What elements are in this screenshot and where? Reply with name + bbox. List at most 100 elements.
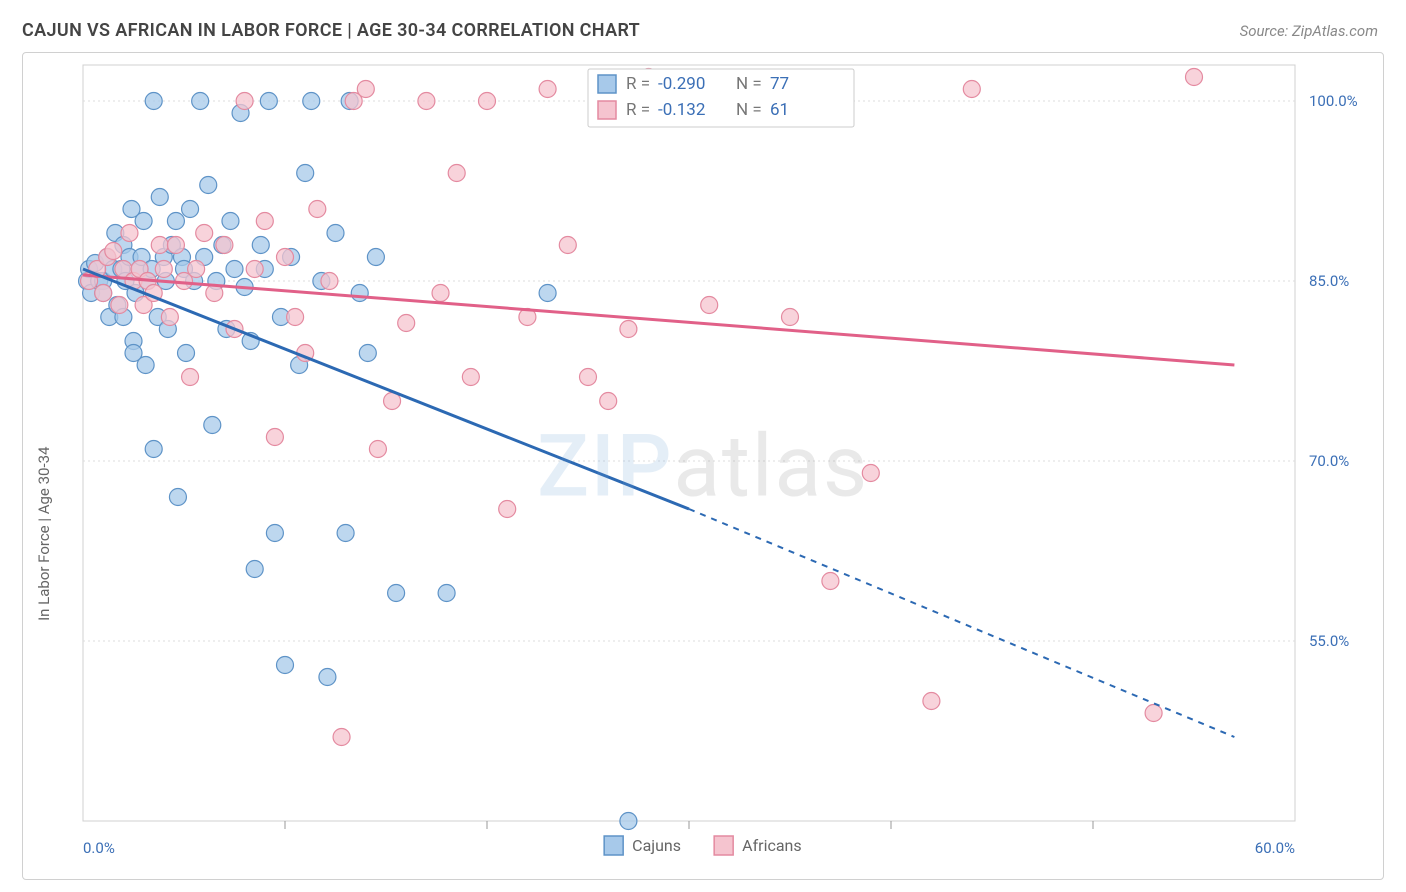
point-africans — [287, 309, 304, 326]
point-cajuns — [137, 357, 154, 374]
y-axis-label: 70.0% — [1309, 452, 1349, 470]
point-africans — [559, 237, 576, 254]
point-cajuns — [260, 93, 277, 110]
point-cajuns — [438, 585, 455, 602]
point-africans — [580, 369, 597, 386]
point-africans — [151, 237, 168, 254]
point-cajuns — [182, 201, 199, 218]
stats-swatch-africans — [598, 101, 616, 119]
point-africans — [539, 81, 556, 98]
legend-swatch-africans — [714, 836, 733, 855]
point-cajuns — [297, 165, 314, 182]
point-africans — [216, 237, 233, 254]
point-cajuns — [388, 585, 405, 602]
plot-area — [83, 65, 1295, 821]
point-africans — [963, 81, 980, 98]
point-cajuns — [319, 669, 336, 686]
chart-container: 0.0% 60.0% 55.0% 70.0% 85.0% 100.0% In Labor F… — [22, 52, 1384, 880]
point-cajuns — [620, 813, 637, 830]
point-cajuns — [192, 93, 209, 110]
point-africans — [782, 309, 799, 326]
point-africans — [188, 261, 205, 278]
point-cajuns — [204, 417, 221, 434]
point-africans — [923, 693, 940, 710]
stats-swatch-cajuns — [598, 75, 616, 93]
point-cajuns — [367, 249, 384, 266]
point-africans — [462, 369, 479, 386]
stats-N-label: N = — [736, 100, 762, 120]
x-axis-label: 0.0% — [83, 839, 115, 857]
x-axis-label: 60.0% — [1255, 839, 1295, 857]
point-africans — [161, 309, 178, 326]
point-cajuns — [252, 237, 269, 254]
point-cajuns — [303, 93, 320, 110]
point-africans — [167, 237, 184, 254]
point-cajuns — [222, 213, 239, 230]
y-axis-label: 100.0% — [1309, 92, 1358, 110]
point-africans — [369, 441, 386, 458]
point-cajuns — [266, 525, 283, 542]
point-cajuns — [246, 561, 263, 578]
point-africans — [600, 393, 617, 410]
point-africans — [105, 243, 122, 260]
point-cajuns — [277, 657, 294, 674]
point-africans — [155, 261, 172, 278]
point-africans — [121, 225, 138, 242]
point-cajuns — [151, 189, 168, 206]
point-africans — [432, 285, 449, 302]
point-africans — [256, 213, 273, 230]
y-axis-title: In Labor Force | Age 30-34 — [35, 446, 53, 621]
point-africans — [182, 369, 199, 386]
point-africans — [1145, 705, 1162, 722]
stats-R-cajuns: -0.290 — [658, 74, 705, 94]
point-africans — [266, 429, 283, 446]
header: CAJUN VS AFRICAN IN LABOR FORCE | AGE 30… — [0, 0, 1406, 47]
y-axis-label: 55.0% — [1309, 632, 1349, 650]
point-cajuns — [337, 525, 354, 542]
point-africans — [479, 93, 496, 110]
legend-swatch-cajuns — [604, 836, 623, 855]
point-africans — [196, 225, 213, 242]
point-cajuns — [178, 345, 195, 362]
stats-N-label: N = — [736, 74, 762, 94]
point-cajuns — [539, 285, 556, 302]
point-africans — [1186, 69, 1203, 86]
point-africans — [333, 729, 350, 746]
point-cajuns — [327, 225, 344, 242]
point-africans — [499, 501, 516, 518]
point-africans — [822, 573, 839, 590]
stats-R-label: R = — [626, 100, 650, 120]
source-attribution: Source: ZipAtlas.com — [1240, 22, 1378, 40]
stats-R-africans: -0.132 — [658, 100, 705, 120]
point-cajuns — [359, 345, 376, 362]
point-africans — [321, 273, 338, 290]
stats-N-africans: 61 — [770, 100, 789, 120]
point-africans — [236, 93, 253, 110]
point-cajuns — [200, 177, 217, 194]
correlation-chart: 0.0% 60.0% 55.0% 70.0% 85.0% 100.0% In Labor F… — [23, 53, 1385, 881]
stats-R-label: R = — [626, 74, 650, 94]
chart-title: CAJUN VS AFRICAN IN LABOR FORCE | AGE 30… — [22, 20, 640, 41]
point-cajuns — [135, 213, 152, 230]
y-axis-label: 85.0% — [1309, 272, 1349, 290]
point-africans — [95, 285, 112, 302]
point-africans — [246, 261, 263, 278]
point-cajuns — [145, 441, 162, 458]
stats-N-cajuns: 77 — [770, 74, 789, 94]
point-cajuns — [167, 213, 184, 230]
point-africans — [862, 465, 879, 482]
point-africans — [620, 321, 637, 338]
legend-label-africans: Africans — [742, 836, 801, 855]
point-cajuns — [351, 285, 368, 302]
legend-label-cajuns: Cajuns — [632, 836, 681, 855]
point-cajuns — [169, 489, 186, 506]
point-africans — [701, 297, 718, 314]
point-africans — [448, 165, 465, 182]
point-africans — [309, 201, 326, 218]
point-africans — [357, 81, 374, 98]
point-cajuns — [226, 261, 243, 278]
point-africans — [111, 297, 128, 314]
point-africans — [398, 315, 415, 332]
point-africans — [277, 249, 294, 266]
point-cajuns — [145, 93, 162, 110]
